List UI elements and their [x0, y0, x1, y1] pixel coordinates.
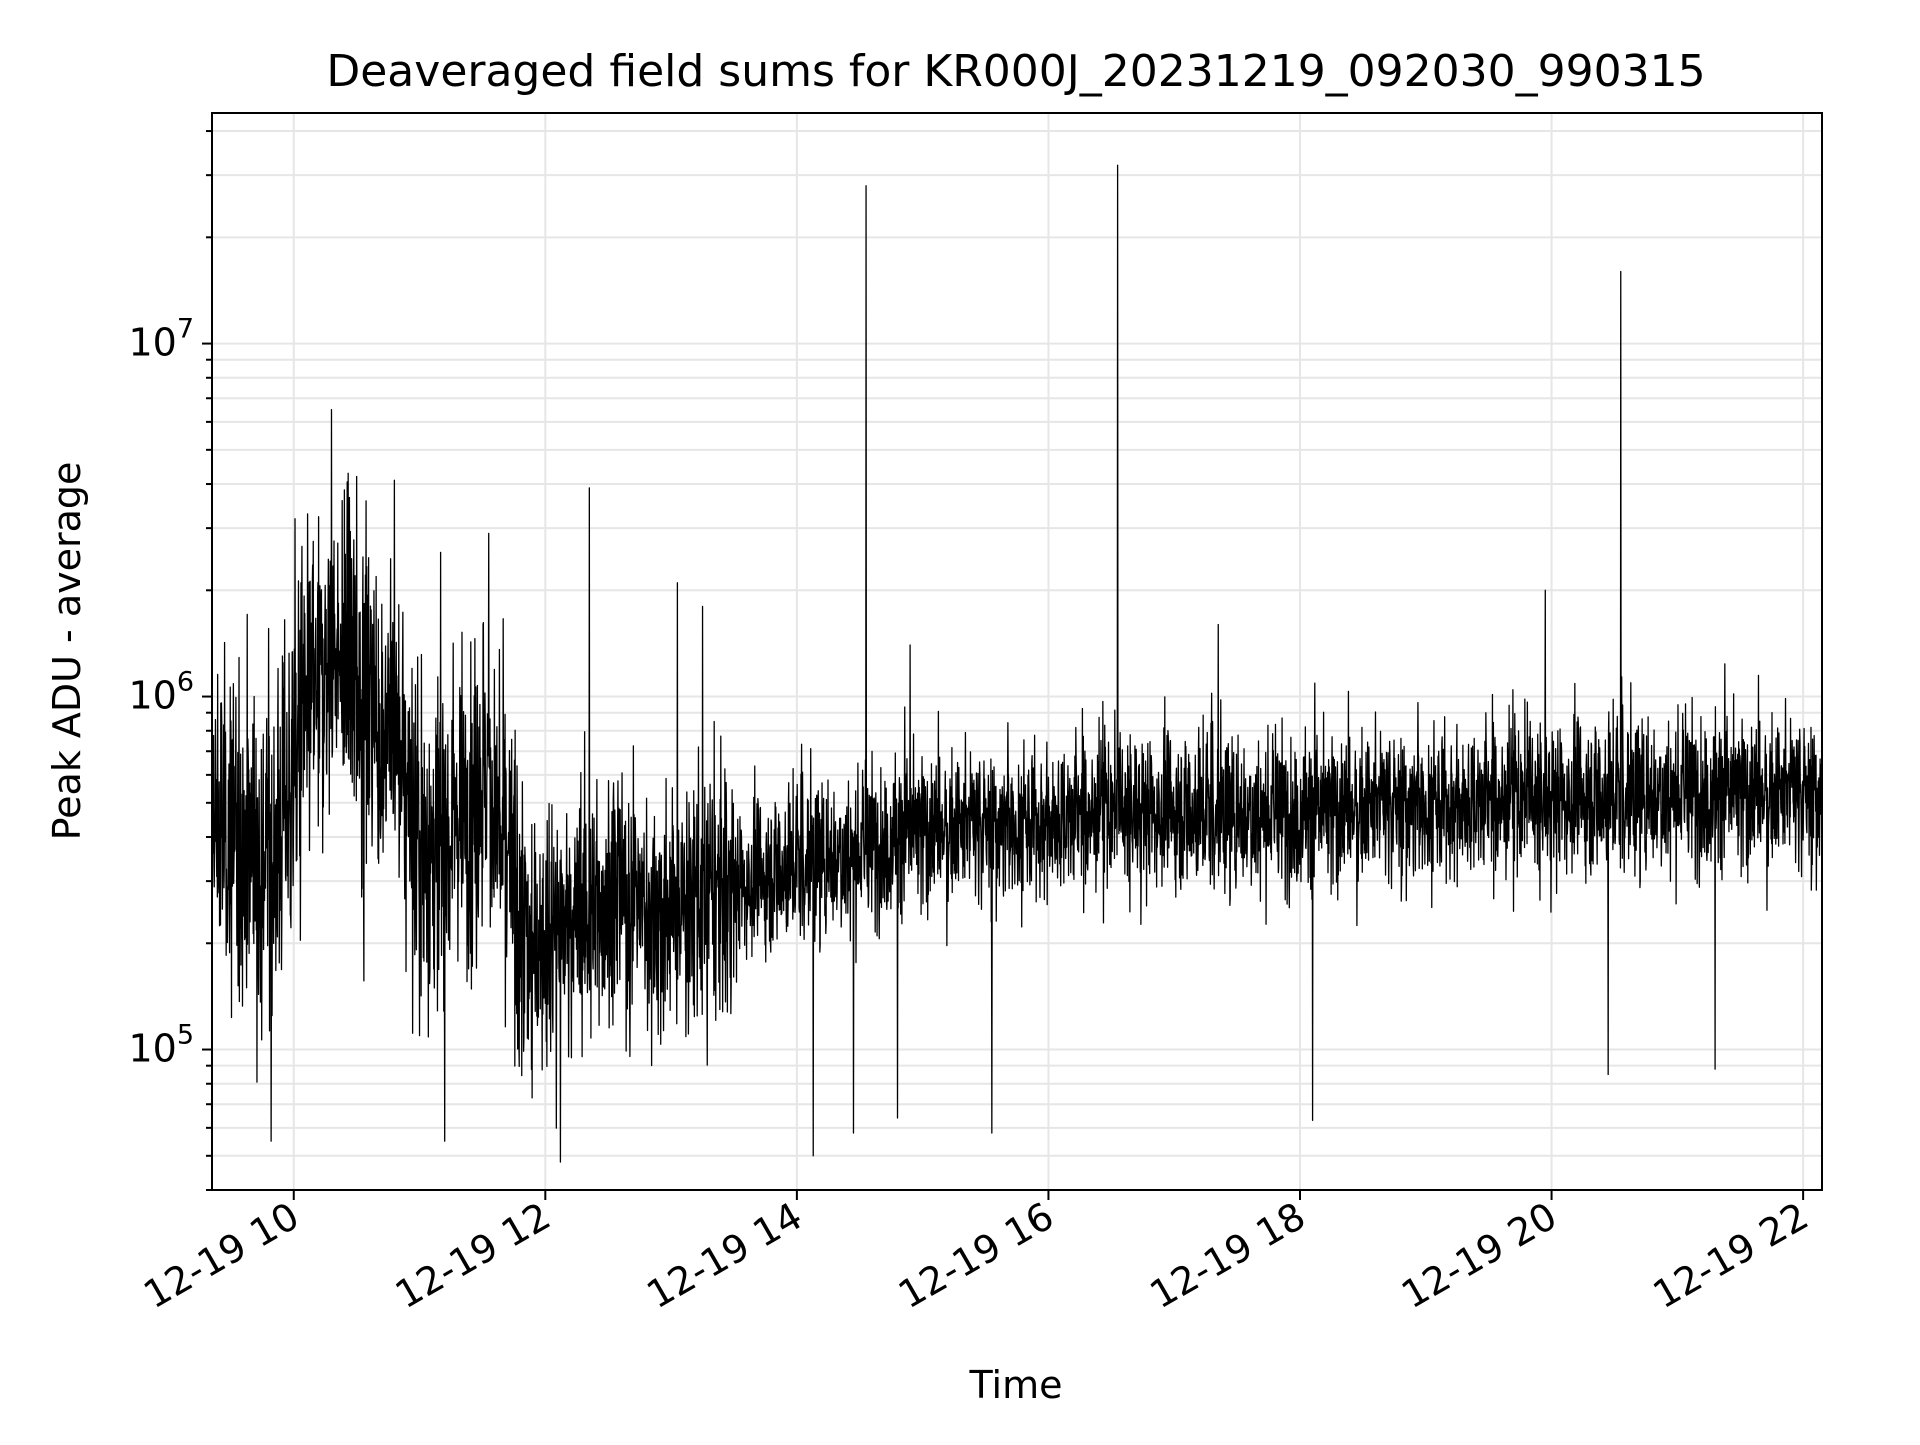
chart-title: Deaveraged field sums for KR000J_2023121…	[326, 46, 1705, 97]
y-tick-label: 107	[128, 314, 194, 365]
x-tick-label: 12-19 16	[891, 1194, 1061, 1318]
y-tick-label: 105	[128, 1020, 194, 1071]
x-tick-label: 12-19 22	[1646, 1194, 1816, 1318]
x-tick-label: 12-19 20	[1394, 1194, 1564, 1318]
x-tick-label: 12-19 12	[388, 1194, 558, 1318]
y-tick-label: 106	[128, 667, 194, 718]
x-tick-label: 12-19 10	[136, 1194, 306, 1318]
x-tick-label: 12-19 14	[639, 1194, 809, 1318]
y-axis-label: Peak ADU - average	[45, 462, 89, 841]
x-axis-label: Time	[969, 1363, 1063, 1407]
x-tick-label: 12-19 18	[1143, 1194, 1313, 1318]
series-layer	[211, 164, 1823, 1163]
series-line	[211, 164, 1823, 1163]
plot-frame	[211, 112, 1823, 1191]
